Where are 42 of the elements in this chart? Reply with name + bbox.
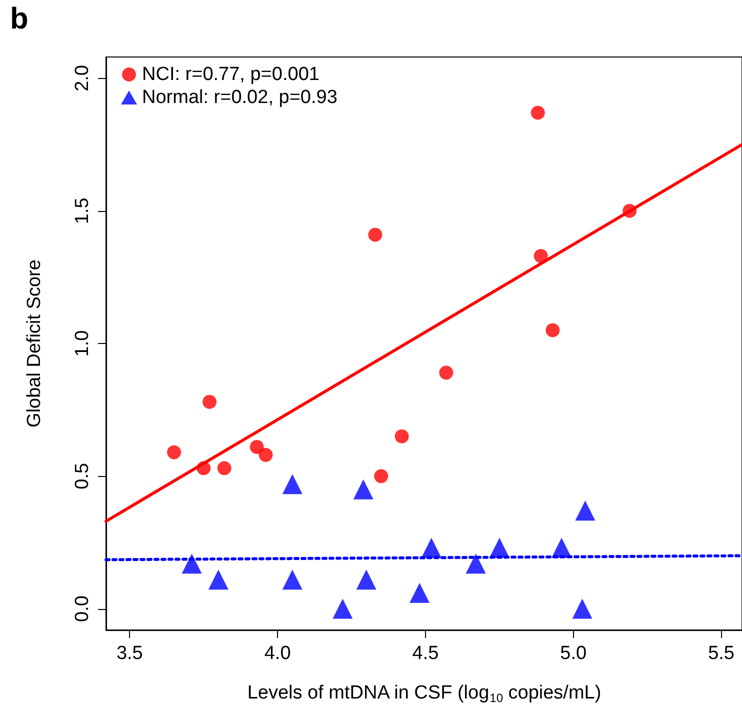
- point: [374, 469, 388, 484]
- x-tick-label: 3.5: [116, 643, 143, 664]
- legend-label: Normal: r=0.02, p=0.93: [142, 87, 338, 108]
- point: [575, 500, 596, 521]
- text: b: [10, 2, 28, 36]
- point: [572, 598, 592, 619]
- point: [489, 538, 510, 558]
- y-tick-label: 0.0: [72, 596, 93, 622]
- point: [534, 248, 548, 263]
- point: [410, 582, 430, 603]
- x-tick-label: 4.5: [412, 643, 439, 664]
- y-tick-label: 1.0: [72, 330, 93, 357]
- point: [622, 204, 637, 218]
- point: [282, 474, 302, 494]
- y-tick-label: 0.5: [72, 462, 93, 490]
- point: [258, 448, 273, 462]
- point: [196, 461, 211, 476]
- point: [282, 570, 302, 590]
- point: [466, 554, 486, 574]
- x-tick-label: 5.5: [708, 643, 735, 664]
- point: [332, 598, 353, 619]
- point: [167, 445, 182, 460]
- x-tick-label: 5.0: [560, 643, 587, 664]
- point: [217, 461, 232, 476]
- point: [530, 106, 545, 120]
- point: [439, 366, 454, 380]
- point: [552, 538, 572, 558]
- y-tick-label: 2.0: [72, 65, 93, 92]
- point: [394, 429, 409, 444]
- point: [182, 554, 202, 574]
- point: [208, 570, 228, 590]
- point: [250, 440, 264, 454]
- legend-label: NCI: r=0.77, p=0.001: [142, 64, 320, 85]
- x-tick-label: 4.0: [264, 643, 291, 664]
- point: [202, 394, 217, 409]
- y-axis-title: Global Deficit Score: [24, 260, 45, 428]
- point: [421, 538, 442, 558]
- y-tick-label: 1.5: [72, 198, 93, 224]
- point: [368, 228, 382, 242]
- point: [356, 570, 376, 590]
- point: [353, 479, 374, 500]
- point: [546, 323, 560, 338]
